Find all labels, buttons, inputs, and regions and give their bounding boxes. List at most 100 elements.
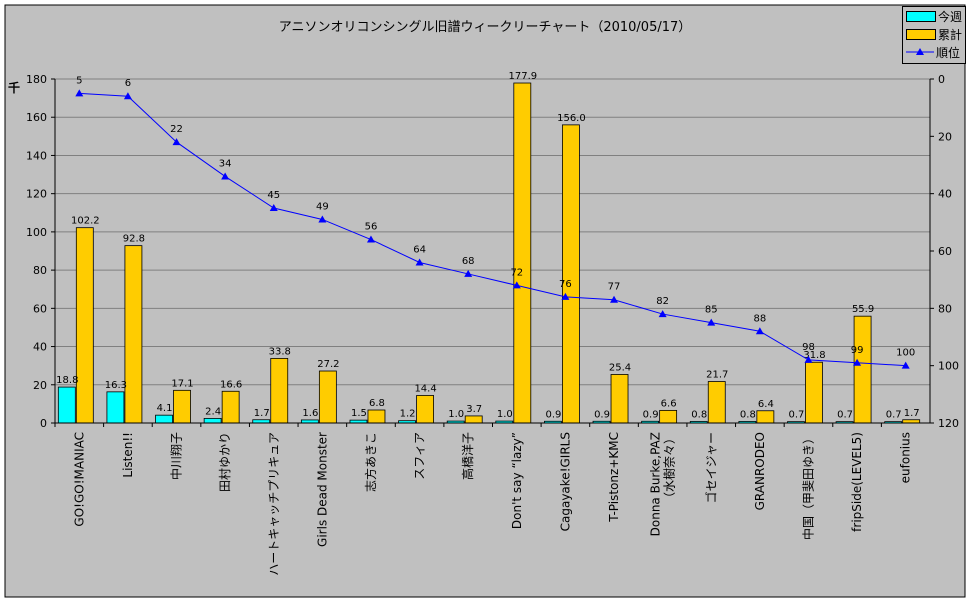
data-label-weekly: 0.9 <box>545 409 561 420</box>
y-tick-label: 0 <box>40 417 47 430</box>
bar-total <box>173 389 191 424</box>
y-tick-label: 80 <box>33 264 47 277</box>
data-label-weekly: 1.7 <box>254 408 270 419</box>
rank-marker <box>804 355 813 363</box>
y-tick-label: 160 <box>26 111 47 124</box>
y2-tick-label: 60 <box>938 245 952 258</box>
data-label-rank: 34 <box>219 158 232 169</box>
y-tick-label: 100 <box>26 226 47 239</box>
bar-total <box>610 374 629 424</box>
rank-marker <box>901 361 910 369</box>
x-tick-label: Donna Burke,PAZ <box>649 432 663 536</box>
rank-marker <box>415 258 424 266</box>
data-label-weekly: 1.5 <box>351 408 367 419</box>
data-label-rank: 76 <box>559 279 572 290</box>
legend-label: 順位 <box>936 45 961 60</box>
x-tick-label: Listen!! <box>121 432 135 478</box>
y-tick-label: 20 <box>33 379 47 392</box>
bar-total <box>562 124 580 424</box>
data-label-rank: 49 <box>316 201 329 212</box>
y-tick-label: 180 <box>26 73 47 86</box>
rank-marker <box>707 318 716 326</box>
bar-total <box>416 395 434 424</box>
data-label-total: 17.1 <box>171 378 193 389</box>
data-label-total: 92.8 <box>123 234 145 245</box>
data-label-weekly: 1.0 <box>497 409 513 420</box>
data-label-total: 25.4 <box>609 362 631 373</box>
bar-weekly <box>106 391 125 424</box>
data-label-total: 14.4 <box>414 383 436 394</box>
bar-total <box>221 390 240 424</box>
x-tick-label: ゴセイジャー <box>703 432 718 503</box>
bar-total <box>513 82 532 424</box>
x-tick-label: Girls Dead Monster <box>315 432 329 547</box>
rank-marker <box>561 292 570 300</box>
legend-item-rank: 順位 <box>903 43 965 61</box>
plot-area <box>55 79 930 423</box>
data-label-weekly: 0.7 <box>837 410 853 421</box>
data-label-weekly: 0.9 <box>643 409 659 420</box>
data-label-total: 55.9 <box>852 304 874 315</box>
x-tick-label: ハートキャッチプリキュア <box>267 432 281 576</box>
data-label-total: 1.7 <box>904 408 920 419</box>
y2-tick-label: 100 <box>938 360 959 373</box>
x-tick-label: fripSide(LEVEL5) <box>850 432 864 532</box>
rank-marker <box>366 235 375 243</box>
data-label-rank: 99 <box>851 345 864 356</box>
data-label-weekly: 1.2 <box>400 409 416 420</box>
data-label-weekly: 0.9 <box>594 409 610 420</box>
bar-weekly <box>155 414 173 424</box>
data-label-total: 27.2 <box>317 359 339 370</box>
legend-swatch <box>906 10 936 22</box>
x-tick-label: GRANRODEO <box>753 432 767 510</box>
legend: 今週 累計 順位 <box>902 6 966 64</box>
legend-line-marker <box>906 48 934 55</box>
data-label-rank: 56 <box>365 222 378 233</box>
data-label-rank: 45 <box>267 190 280 201</box>
rank-marker <box>658 310 667 318</box>
rank-marker <box>464 269 473 277</box>
rank-marker <box>221 172 230 180</box>
data-label-rank: 85 <box>705 305 718 316</box>
data-label-weekly: 1.6 <box>302 408 318 419</box>
data-label-rank: 68 <box>462 256 475 267</box>
rank-marker <box>172 138 181 146</box>
x-tick-label: eufonius <box>899 432 913 483</box>
y-axis-label: 千 <box>8 80 20 95</box>
data-label-total: 156.0 <box>557 113 586 124</box>
y2-tick-label: 20 <box>938 130 952 143</box>
rank-marker <box>123 92 132 100</box>
bar-weekly <box>57 386 76 424</box>
bar-total <box>853 315 872 424</box>
legend-item-weekly: 今週 <box>903 7 965 25</box>
legend-label: 今週 <box>938 9 963 24</box>
data-label-weekly: 0.7 <box>886 410 902 421</box>
y-tick-label: 60 <box>33 302 47 315</box>
data-label-total: 31.8 <box>803 350 825 361</box>
data-label-total: 21.7 <box>706 370 728 381</box>
rank-marker <box>318 215 327 223</box>
data-label-rank: 6 <box>125 78 131 89</box>
data-label-total: 6.6 <box>661 398 677 409</box>
bar-total <box>270 358 289 424</box>
legend-label: 累計 <box>938 27 963 42</box>
data-label-weekly: 0.8 <box>740 409 756 420</box>
rank-marker <box>269 204 278 211</box>
data-label-weekly: 4.1 <box>157 403 173 414</box>
data-label-rank: 82 <box>656 296 669 307</box>
x-tick-label: 田村ゆかり <box>218 432 232 492</box>
y-tick-label: 120 <box>26 188 47 201</box>
x-tick-label: Don't say “lazy” <box>510 432 524 529</box>
data-label-weekly: 2.4 <box>205 406 221 417</box>
y2-tick-label: 120 <box>938 417 959 430</box>
bar-total <box>659 409 678 424</box>
x-tick-label: （水樹奈々） <box>663 432 677 504</box>
x-tick-label: GO!GO!MANIAC <box>72 432 86 527</box>
data-label-total: 6.8 <box>369 398 385 409</box>
y2-tick-label: 40 <box>938 188 952 201</box>
y2-tick-label: 0 <box>938 73 945 86</box>
data-label-total: 3.7 <box>466 404 482 415</box>
rank-marker <box>853 358 862 366</box>
data-label-rank: 64 <box>413 244 426 255</box>
rank-marker <box>610 295 619 303</box>
